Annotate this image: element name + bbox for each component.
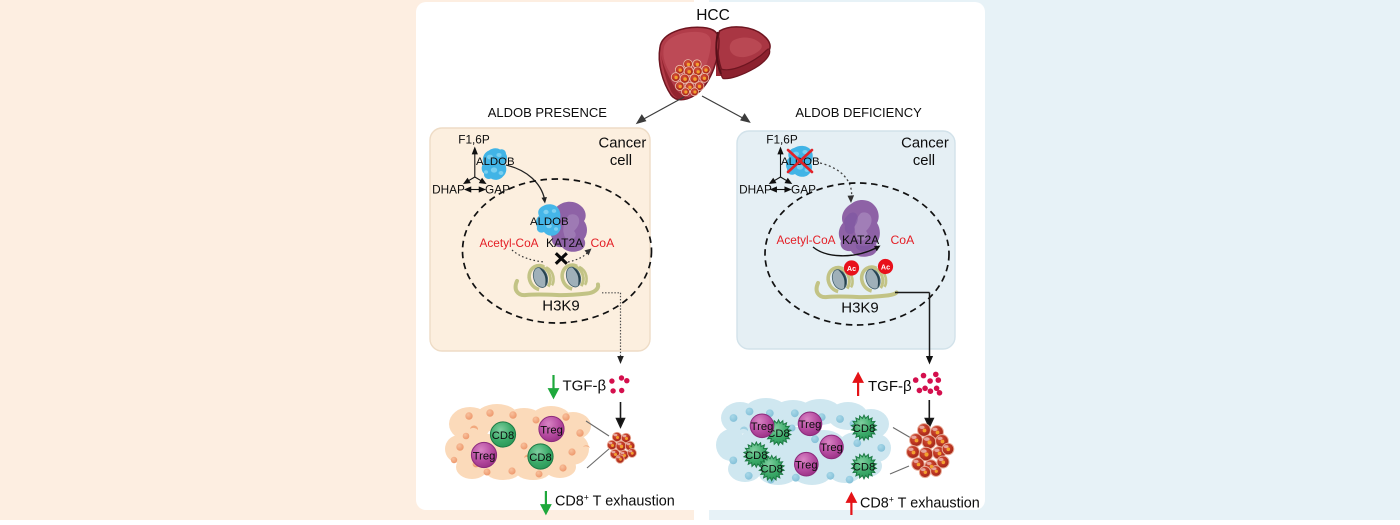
svg-text:Acetyl-CoA: Acetyl-CoA: [777, 233, 836, 247]
svg-text:Treg: Treg: [795, 460, 818, 472]
svg-text:ALDOB PRESENCE: ALDOB PRESENCE: [488, 105, 608, 120]
svg-text:Treg: Treg: [540, 424, 563, 436]
svg-text:H3K9: H3K9: [542, 298, 580, 315]
svg-text:DHAP: DHAP: [432, 182, 465, 196]
svg-text:CD8: CD8: [761, 463, 783, 475]
svg-text:TGF-β: TGF-β: [563, 378, 607, 395]
svg-text:Treg: Treg: [751, 421, 774, 433]
svg-text:cell: cell: [610, 153, 632, 169]
svg-text:KAT2A: KAT2A: [546, 236, 583, 250]
svg-text:Treg: Treg: [820, 442, 843, 454]
svg-text:H3K9: H3K9: [841, 300, 879, 317]
svg-text:CD8: CD8: [745, 450, 767, 462]
svg-text:KAT2A: KAT2A: [842, 233, 879, 247]
svg-text:Treg: Treg: [473, 450, 496, 462]
svg-text:Cancer: Cancer: [901, 136, 949, 152]
svg-text:TGF-β: TGF-β: [868, 378, 912, 395]
svg-text:CoA: CoA: [591, 236, 616, 250]
svg-text:ALDOB DEFICIENCY: ALDOB DEFICIENCY: [795, 105, 922, 120]
svg-text:Acetyl-CoA: Acetyl-CoA: [480, 236, 539, 250]
svg-text:Cancer: Cancer: [599, 136, 647, 152]
svg-text:HCC: HCC: [696, 7, 730, 24]
svg-text:CD8: CD8: [492, 430, 514, 442]
svg-text:Ac: Ac: [881, 263, 890, 272]
svg-text:GAP: GAP: [791, 182, 816, 196]
svg-text:CD8: CD8: [853, 423, 875, 435]
svg-text:ALDOB: ALDOB: [530, 216, 569, 228]
svg-text:CD8+ T exhaustion: CD8+ T exhaustion: [860, 495, 980, 512]
svg-text:F1,6P: F1,6P: [458, 132, 490, 146]
svg-text:Treg: Treg: [799, 419, 822, 431]
svg-text:GAP: GAP: [485, 182, 510, 196]
svg-text:ALDOB: ALDOB: [476, 156, 515, 168]
svg-text:DHAP: DHAP: [739, 182, 772, 196]
svg-text:CD8: CD8: [853, 462, 875, 474]
svg-text:Ac: Ac: [847, 264, 856, 273]
svg-text:CD8: CD8: [529, 452, 551, 464]
svg-text:CoA: CoA: [891, 233, 916, 247]
svg-text:F1,6P: F1,6P: [766, 132, 798, 146]
svg-text:cell: cell: [913, 153, 935, 169]
svg-text:CD8+ T exhaustion: CD8+ T exhaustion: [555, 493, 675, 510]
